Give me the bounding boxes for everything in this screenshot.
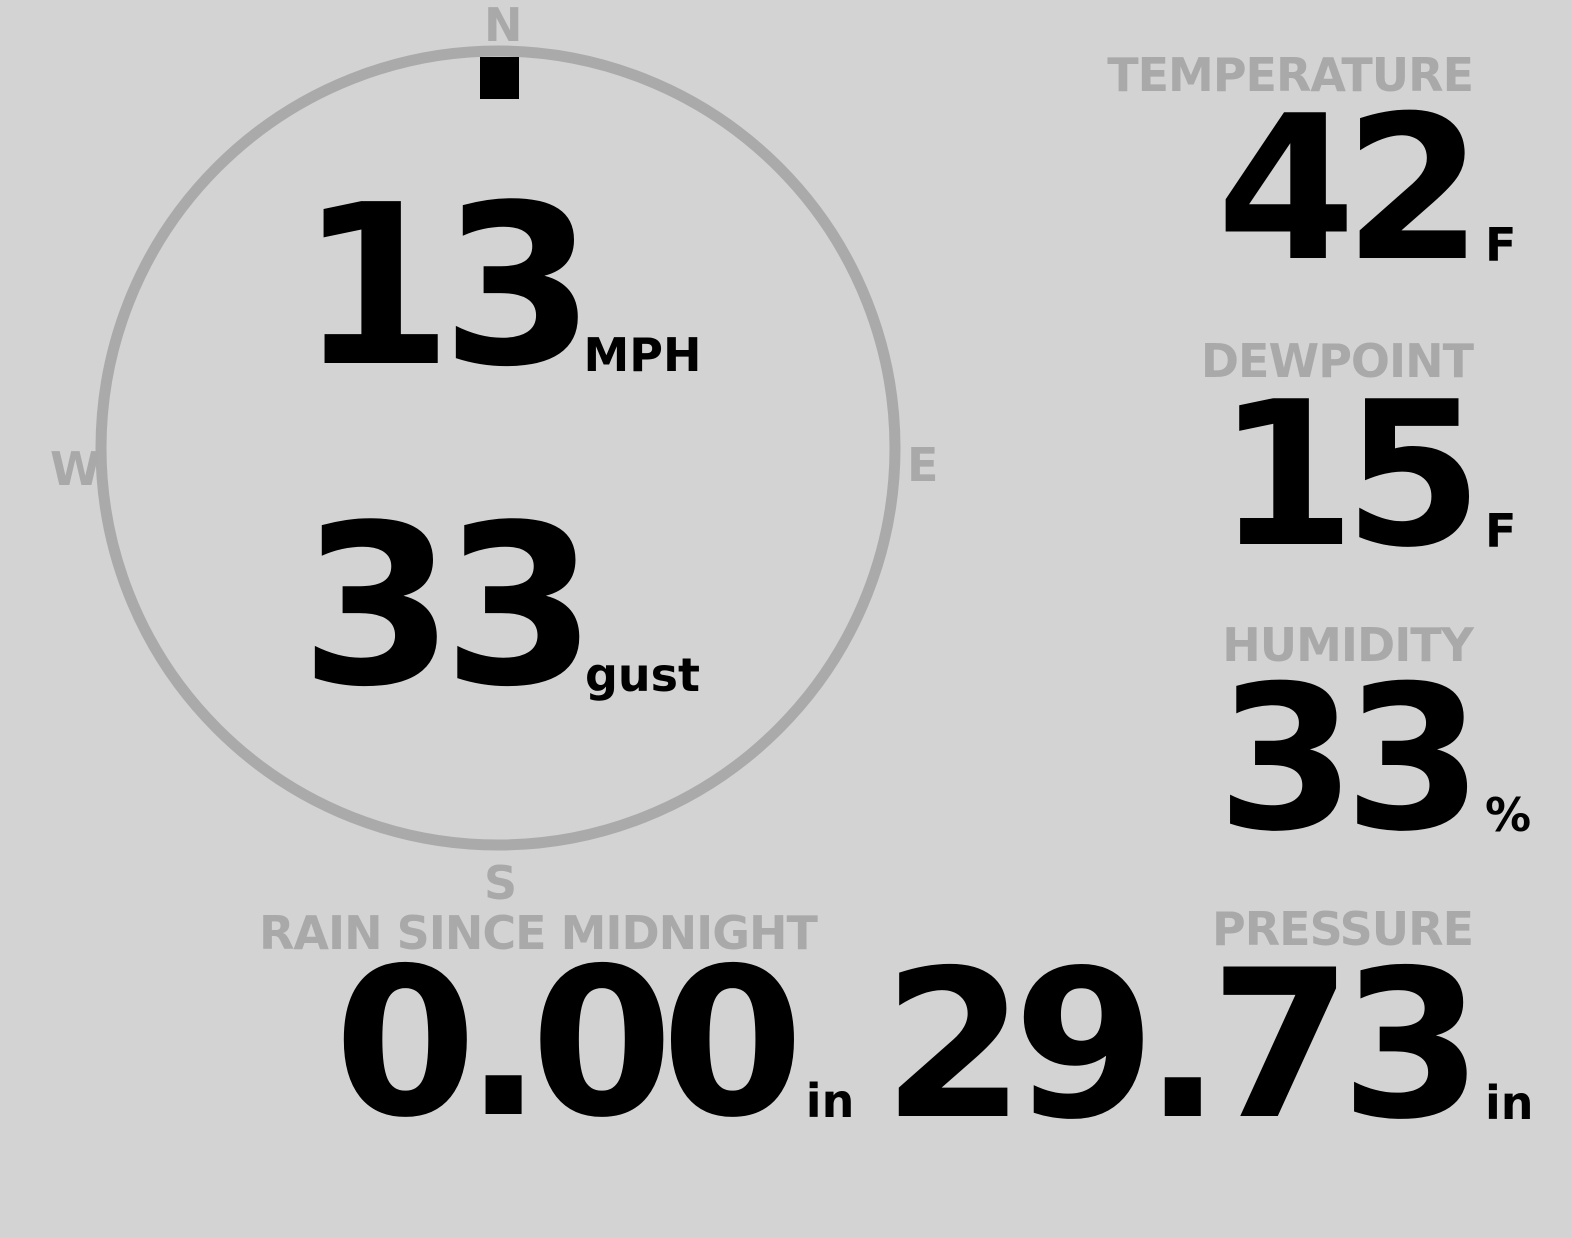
wind-speed: 13 MPH <box>0 158 1000 416</box>
wind-direction-indicator <box>480 57 519 99</box>
pressure-unit: in <box>1485 1076 1534 1131</box>
wind-speed-value: 13 <box>298 158 596 416</box>
dewpoint-value: 15 <box>1216 359 1483 592</box>
humidity-card: HUMIDITY 33% <box>1216 618 1532 876</box>
temperature-value: 42 <box>1216 73 1483 306</box>
rain-reading: 0.00 in <box>334 925 855 1163</box>
humidity-label: HUMIDITY <box>1222 618 1474 672</box>
pressure-card: PRESSURE 29.73 in <box>882 902 1534 1165</box>
temperature-label: TEMPERATURE <box>1107 48 1474 102</box>
compass-south-label: S <box>484 856 517 910</box>
dewpoint-card: DEWPOINT 15 F <box>1200 334 1521 592</box>
wind-gust-value: 33 <box>300 478 597 736</box>
rain-value: 0.00 <box>334 925 804 1163</box>
humidity-value: 33 <box>1216 643 1483 876</box>
compass-ring <box>95 45 901 851</box>
pressure-label: PRESSURE <box>1212 902 1474 956</box>
rain-unit: in <box>805 1074 855 1129</box>
dewpoint-unit: F <box>1485 504 1517 558</box>
pressure-value: 29.73 <box>882 927 1483 1165</box>
temperature-card: TEMPERATURE 42 F <box>1107 48 1521 306</box>
rain-label: RAIN SINCE MIDNIGHT <box>259 906 818 960</box>
wind-gust: 33 gust <box>0 478 1000 736</box>
wind-speed-unit: MPH <box>583 328 702 383</box>
wind-compass <box>95 45 901 851</box>
dewpoint-label: DEWPOINT <box>1200 334 1474 388</box>
compass-west-label: W <box>50 442 101 496</box>
wind-gust-unit: gust <box>584 648 700 703</box>
compass-east-label: E <box>907 438 938 492</box>
humidity-unit: % <box>1485 788 1532 842</box>
temperature-unit: F <box>1485 218 1517 272</box>
compass-north-label: N <box>484 0 522 52</box>
